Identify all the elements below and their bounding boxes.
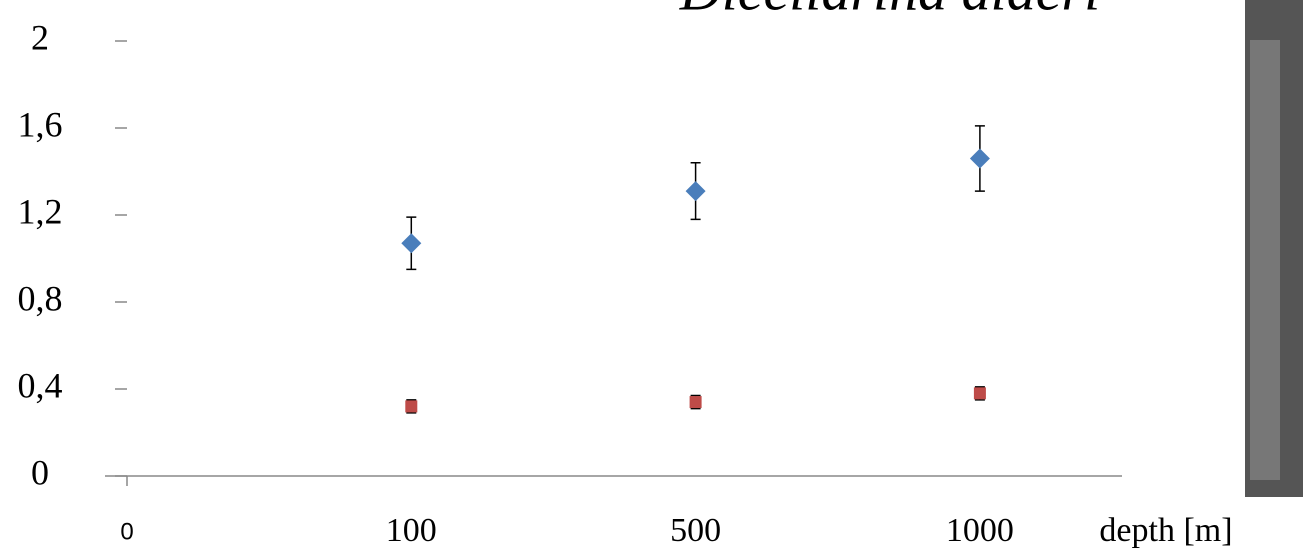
point	[686, 181, 706, 201]
y-tick-label: 0,8	[18, 278, 63, 318]
x-tick-label: 1000	[946, 512, 1014, 549]
point	[690, 396, 702, 408]
x-axis-label: depth [m]	[1099, 512, 1232, 549]
chart-title: Dicellarina alderi	[679, 0, 1100, 22]
x-tick-label: 100	[386, 512, 437, 549]
y-tick-label: 1,2	[18, 191, 63, 231]
point	[974, 387, 986, 399]
point	[405, 400, 417, 412]
y-tick-label: 1,6	[18, 104, 63, 144]
photo-detail	[1250, 40, 1280, 480]
x-tick-label: 0	[120, 518, 133, 545]
point	[970, 148, 990, 168]
y-tick-label: 2	[31, 17, 49, 57]
point	[401, 233, 421, 253]
y-tick-label: 0	[31, 452, 49, 492]
y-tick-label: 0,4	[18, 365, 63, 405]
x-tick-label: 500	[670, 512, 721, 549]
chart: Dicellarina alderi depth [m] 0 0,4 0,8 1,2 1…	[0, 0, 1303, 559]
